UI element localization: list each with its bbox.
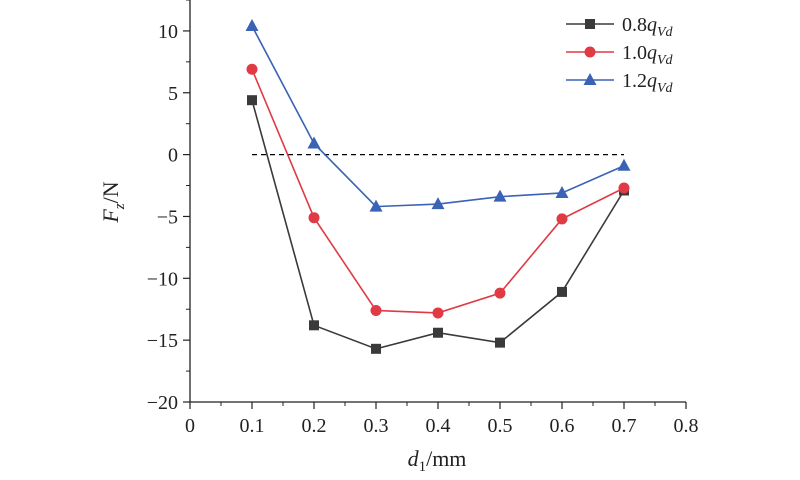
x-tick-label: 0.6 <box>550 415 575 437</box>
y-axis-title-sub: z <box>112 203 128 210</box>
series-line <box>251 25 625 208</box>
x-tick-label: 0.1 <box>240 415 265 437</box>
legend-item: 1.2qVd <box>566 70 674 96</box>
data-point <box>370 304 382 316</box>
legend-label: 1.0qVd <box>622 42 674 68</box>
data-point <box>246 63 258 75</box>
data-point <box>431 197 445 210</box>
y-tick-label: −20 <box>147 392 178 414</box>
x-tick-label: 0.8 <box>674 415 699 437</box>
x-tick-label: 0.4 <box>426 415 451 437</box>
x-axis-title: d1/mm <box>408 446 467 475</box>
data-point <box>432 307 444 319</box>
data-point <box>309 320 319 331</box>
y-tick-label: 10 <box>158 21 178 43</box>
y-tick-label: 0 <box>168 145 178 167</box>
legend-marker <box>584 46 596 58</box>
data-point <box>369 199 383 212</box>
data-point <box>617 158 631 171</box>
series-1.2 <box>245 18 631 212</box>
y-axis-title-unit: /N <box>98 181 123 203</box>
y-tick-label: 5 <box>168 83 178 105</box>
data-point <box>308 212 320 224</box>
data-point <box>493 189 507 202</box>
x-tick-label: 0 <box>185 415 195 437</box>
x-axis-title-sub: 1 <box>419 459 427 475</box>
legend-label: 1.2qVd <box>622 70 674 96</box>
data-point <box>247 95 257 106</box>
y-tick-label: −10 <box>147 268 178 290</box>
x-tick-label: 0.2 <box>302 415 327 437</box>
data-point <box>557 286 567 297</box>
x-axis-title-main: d <box>408 446 420 471</box>
legend-marker <box>583 73 597 85</box>
legend-item: 0.8qVd <box>566 14 674 40</box>
data-point <box>307 136 321 149</box>
data-point <box>555 185 569 198</box>
data-point <box>433 327 443 338</box>
y-tick-label: −15 <box>147 330 178 352</box>
y-axis-title: Fz/N <box>98 181 128 223</box>
x-tick-label: 0.5 <box>488 415 513 437</box>
data-point <box>245 18 259 31</box>
legend-item: 1.0qVd <box>566 42 674 68</box>
data-point <box>618 182 630 194</box>
data-point <box>556 213 568 225</box>
y-tick-label: −5 <box>157 206 178 228</box>
data-point <box>494 287 506 299</box>
x-axis-title-unit: /mm <box>426 446 466 471</box>
x-tick-label: 0.7 <box>612 415 637 437</box>
legend-label: 0.8qVd <box>622 14 674 40</box>
series-1.0 <box>246 63 630 319</box>
data-point <box>371 343 381 354</box>
legend-marker <box>585 19 595 29</box>
y-axis-title-main: F <box>98 209 123 224</box>
data-point <box>495 337 505 348</box>
x-tick-label: 0.3 <box>364 415 389 437</box>
